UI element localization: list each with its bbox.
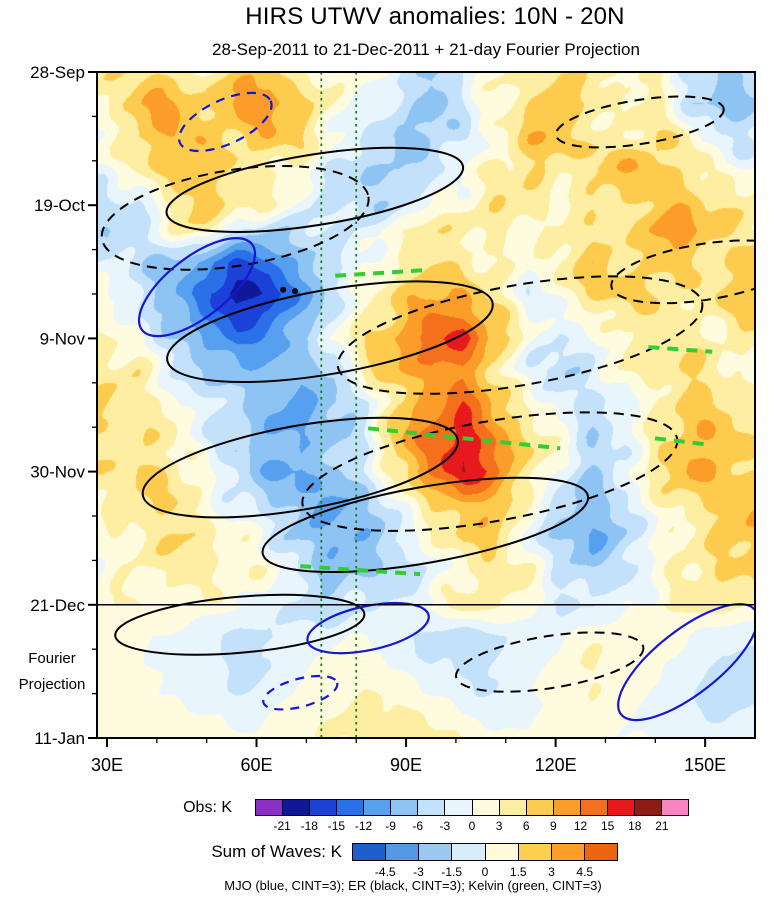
colorbar-tick-label: 3 — [495, 819, 503, 833]
x-tick-label: 60E — [240, 755, 272, 775]
colorbar-cell — [551, 844, 585, 860]
fourier-projection-line2: Projection — [18, 676, 86, 693]
obs-colorbar-ticks: -21 -18 -15 -12 -9 -6 -3 0 3 6 9 12 15 18 21 — [0, 819, 772, 835]
colorbar-cell — [283, 800, 311, 815]
colorbar-tick-label: -18 — [300, 819, 318, 833]
x-tick-label: 90E — [390, 755, 422, 775]
colorbar-tick-label: 9 — [550, 819, 557, 833]
colorbar-cell — [472, 800, 500, 815]
colorbar-cell — [419, 844, 453, 860]
colorbar-tick-label: -3 — [413, 865, 424, 879]
colorbar-cell — [634, 800, 662, 815]
colorbar-cell — [526, 800, 554, 815]
colorbar-tick-label: 12 — [573, 819, 588, 833]
y-tick-label: 11-Jan — [34, 729, 85, 748]
waves-colorbar — [352, 843, 618, 861]
colorbar-tick-label: -21 — [273, 819, 291, 833]
y-tick-label: 28-Sep — [30, 63, 85, 82]
colorbar-tick-label: -12 — [354, 819, 373, 833]
colorbar-tick-label: 21 — [655, 819, 669, 833]
colorbar-cell — [386, 844, 420, 860]
colorbar-tick-label: -1.5 — [441, 865, 463, 879]
y-tick-label: 19-Oct — [34, 196, 85, 215]
x-tick-label: 120E — [535, 755, 577, 775]
colorbar-cell — [452, 844, 486, 860]
colorbar-cell — [337, 800, 365, 815]
colorbar-cell — [584, 844, 617, 860]
colorbar-cell — [661, 800, 688, 815]
colorbar-cell — [518, 844, 552, 860]
y-tick-label: 21-Dec — [30, 596, 85, 615]
colorbar-tick-label: -9 — [385, 819, 396, 833]
waves-colorbar-ticks: -4.5 -3 -1.5 0 1.5 3 4.5 — [0, 865, 772, 881]
colorbar-tick-label: 0 — [481, 865, 489, 879]
colorbar-tick-label: -3 — [439, 819, 451, 833]
fourier-projection-label: Fourier Projection — [6, 646, 98, 698]
colorbar-cell — [364, 800, 392, 815]
colorbar-cell — [445, 800, 473, 815]
colorbar-tick-label: 4.5 — [576, 865, 594, 879]
colorbar-cell — [418, 800, 446, 815]
obs-colorbar-label: Obs: K — [183, 799, 232, 816]
colorbar-cell — [499, 800, 527, 815]
y-tick-label: 30-Nov — [30, 463, 85, 482]
colorbar-cell — [256, 800, 284, 815]
colorbar-cell — [580, 800, 608, 815]
colorbar-tick-label: -15 — [327, 819, 346, 833]
colorbar-tick-label: 1.5 — [509, 865, 527, 879]
colorbar-tick-label: 0 — [468, 819, 476, 833]
waves-colorbar-label: Sum of Waves: K — [211, 842, 342, 861]
colorbar-tick-label: 18 — [628, 819, 642, 833]
y-tick-label: 9-Nov — [40, 329, 86, 348]
fourier-projection-line1: Fourier — [28, 650, 76, 667]
colorbar-tick-label: 3 — [548, 865, 555, 879]
colorbar-cell — [310, 800, 338, 815]
colorbar-tick-label: -4.5 — [374, 865, 396, 879]
wave-legend-text: MJO (blue, CINT=3); ER (black, CINT=3); … — [224, 878, 602, 893]
colorbar-tick-label: 6 — [522, 819, 530, 833]
x-tick-label: 30E — [91, 755, 123, 775]
colorbar-cell — [553, 800, 581, 815]
colorbar-cell — [485, 844, 519, 860]
obs-colorbar — [255, 799, 689, 816]
colorbar-cell — [353, 844, 387, 860]
heatmap-canvas — [97, 72, 755, 738]
x-tick-label: 150E — [684, 755, 726, 775]
colorbar-tick-label: 15 — [600, 819, 615, 833]
chart-title: HIRS UTWV anomalies: 10N - 20N — [245, 3, 625, 30]
colorbar-tick-label: -6 — [412, 819, 424, 833]
colorbar-cell — [391, 800, 419, 815]
chart-subtitle: 28-Sep-2011 to 21-Dec-2011 + 21-day Four… — [212, 40, 640, 59]
colorbar-cell — [607, 800, 635, 815]
